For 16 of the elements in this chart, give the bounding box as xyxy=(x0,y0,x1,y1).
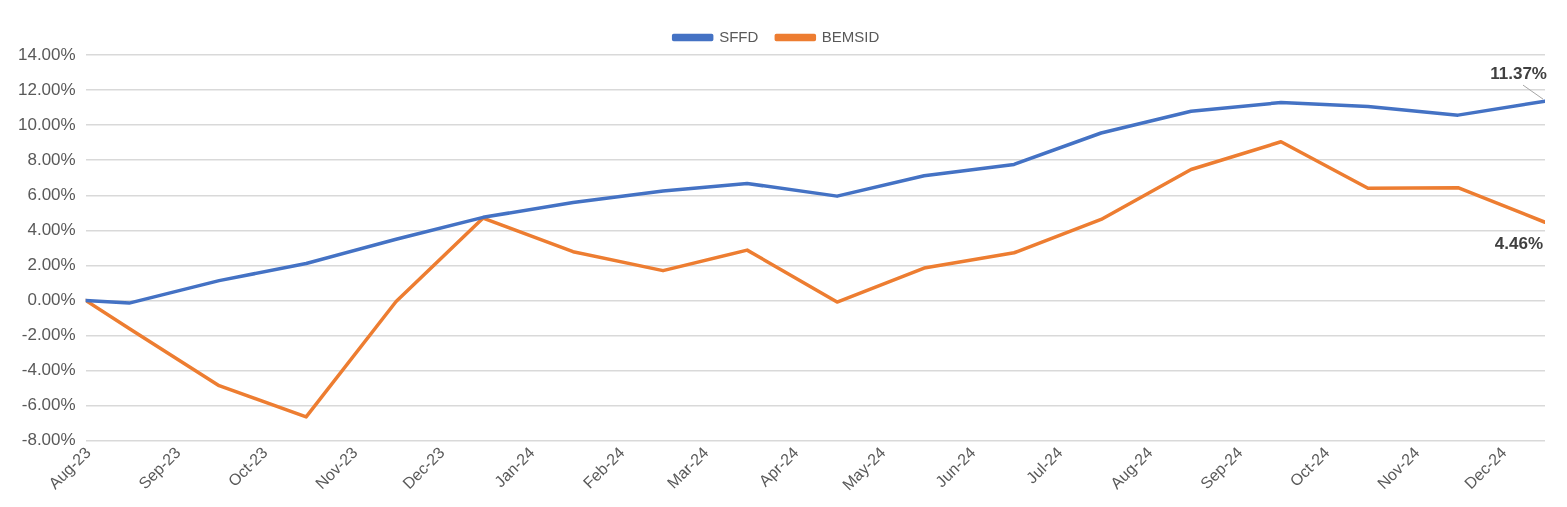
legend-label: SFFD xyxy=(719,27,759,45)
y-tick-label: 4.00% xyxy=(27,220,76,239)
y-tick-label: -2.00% xyxy=(21,325,76,345)
data-label: 4.46% xyxy=(1494,234,1543,254)
y-tick-label: 14.00% xyxy=(17,44,76,64)
data-label: 11.37% xyxy=(1490,64,1547,84)
legend-label: BEMSID xyxy=(821,27,880,45)
y-tick-label: 2.00% xyxy=(27,255,76,275)
y-tick-label: 0.00% xyxy=(27,290,76,310)
y-tick-label: -4.00% xyxy=(21,360,76,380)
y-tick-label: 12.00% xyxy=(17,79,76,99)
y-tick-label: -6.00% xyxy=(21,395,76,415)
y-tick-label: 8.00% xyxy=(27,149,76,169)
y-tick-label: -8.00% xyxy=(21,430,76,450)
y-tick-label: 10.00% xyxy=(17,114,76,134)
y-tick-label: 6.00% xyxy=(27,184,76,204)
